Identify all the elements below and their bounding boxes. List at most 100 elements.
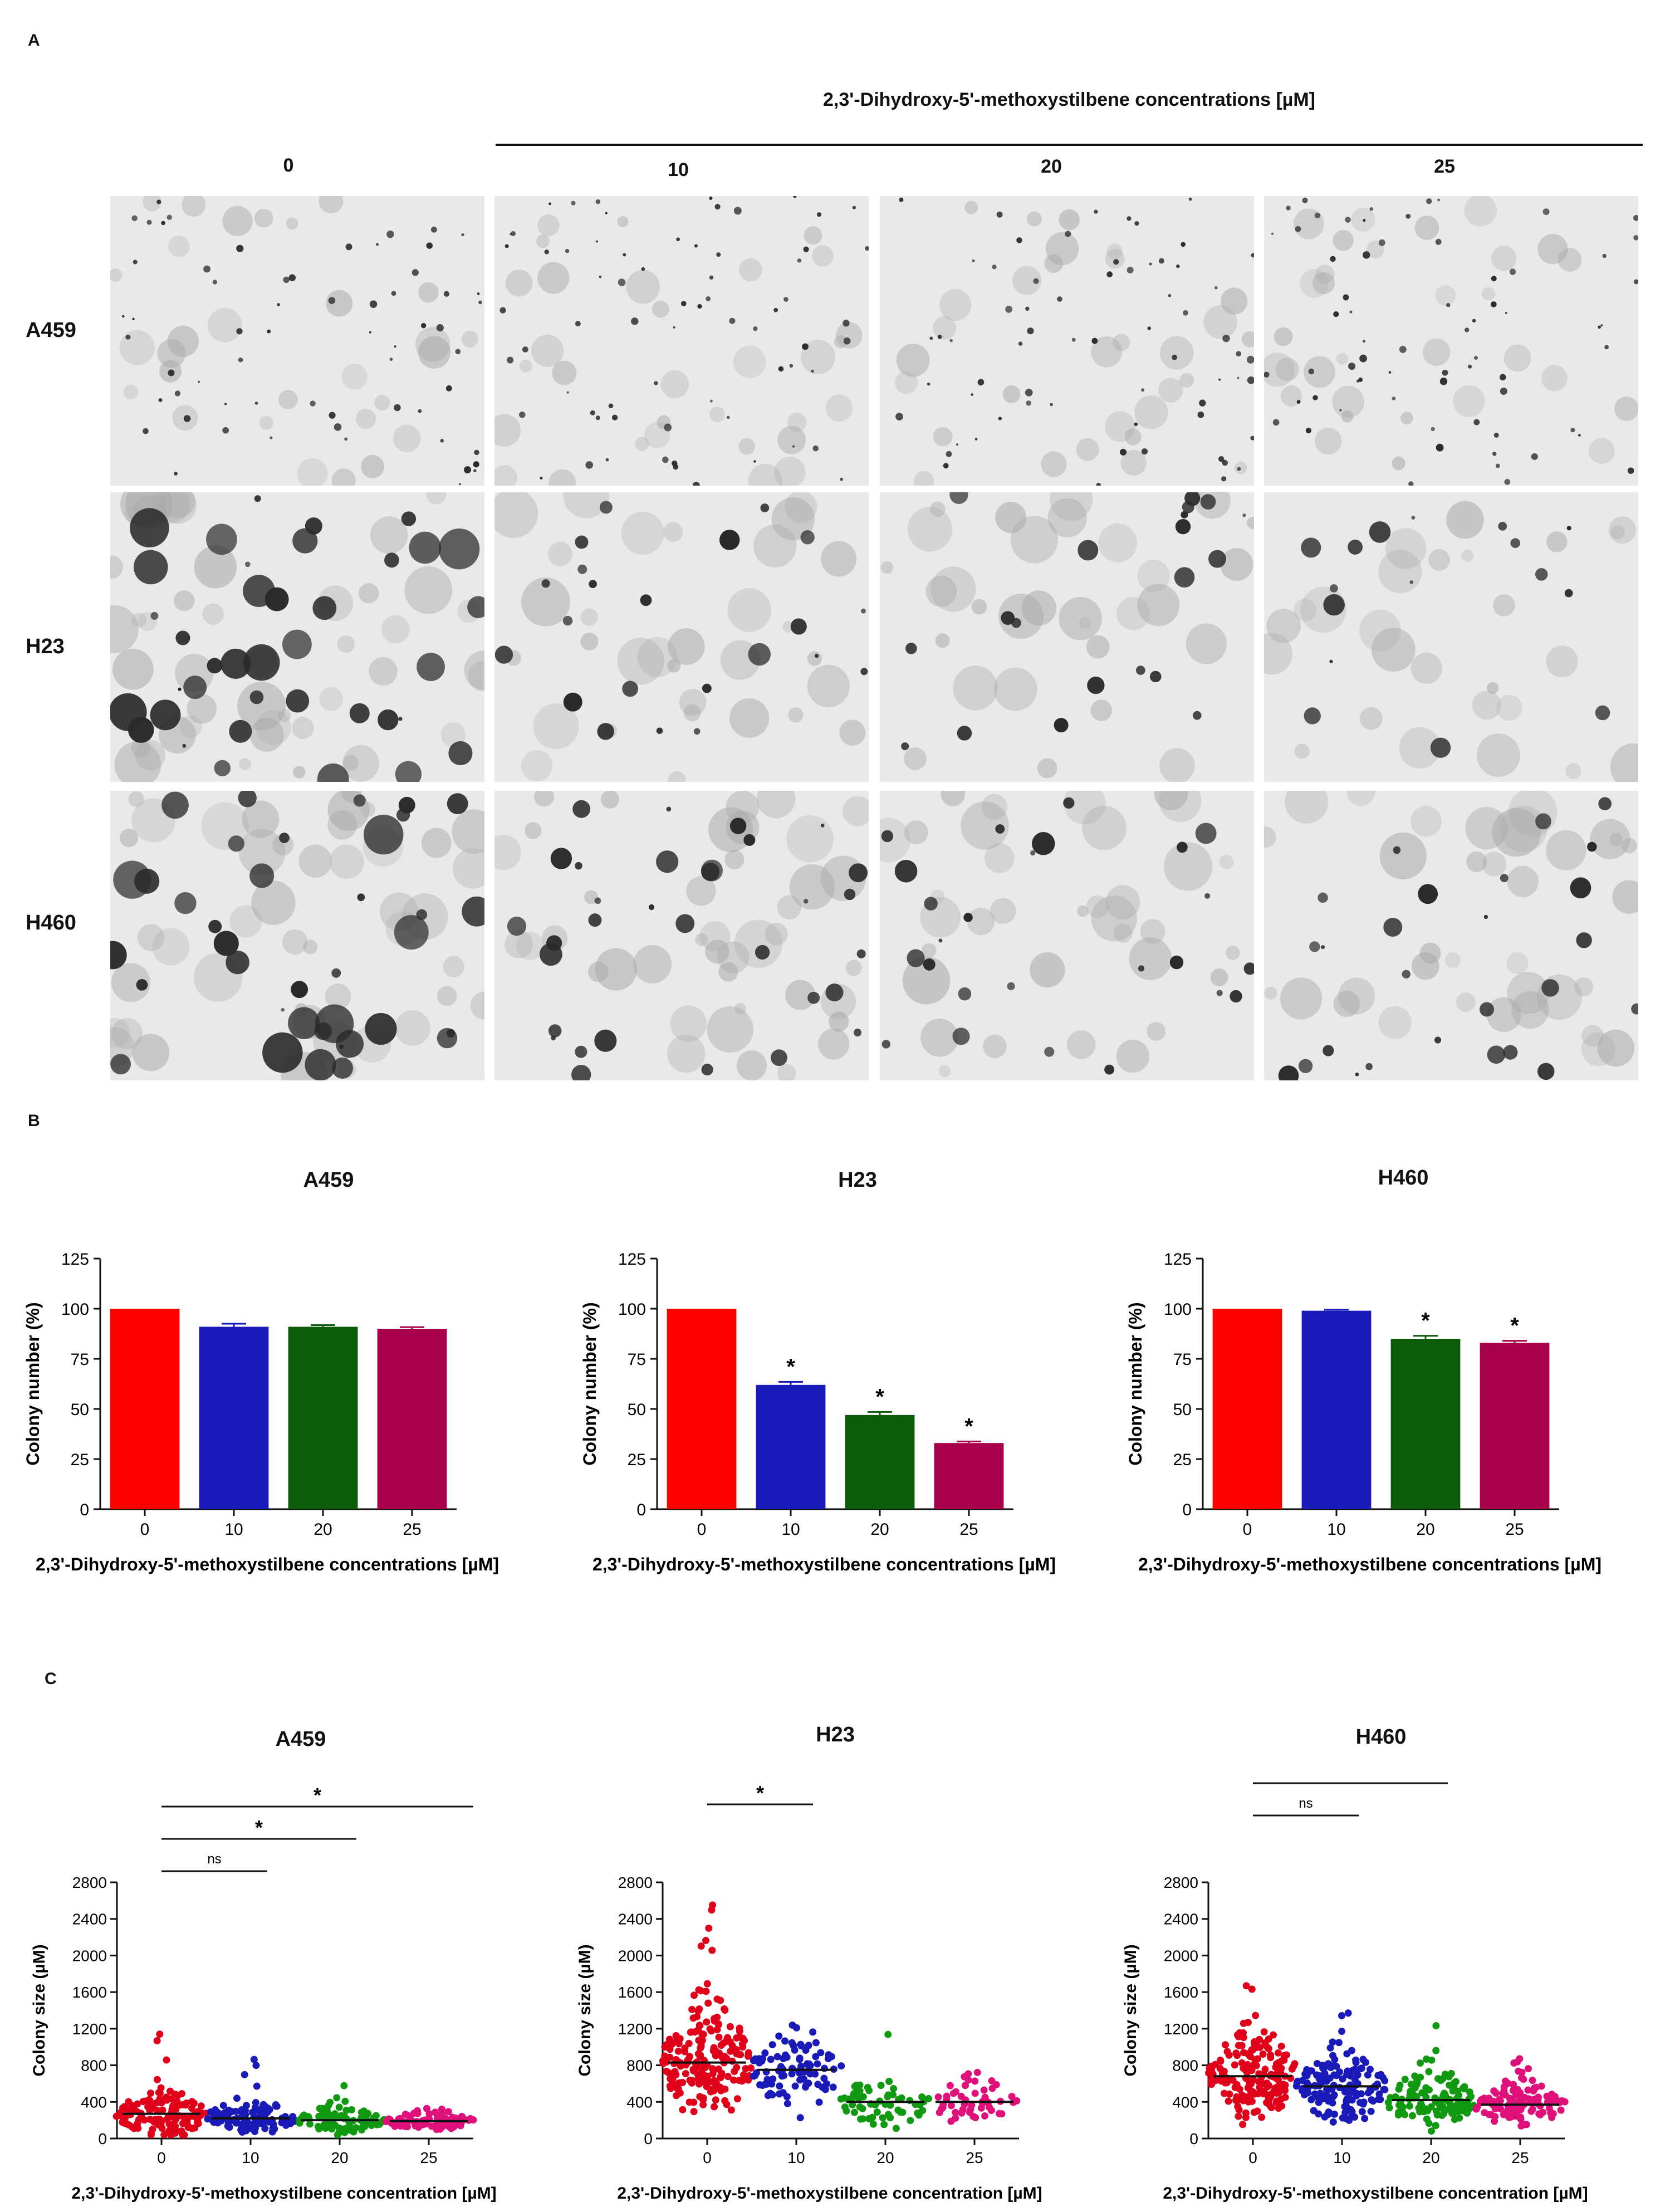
cell-halo bbox=[1044, 254, 1064, 273]
colony bbox=[288, 274, 296, 281]
cell-halo bbox=[494, 834, 521, 870]
data-point bbox=[943, 2092, 951, 2100]
data-point bbox=[859, 2115, 866, 2123]
colony bbox=[1113, 259, 1119, 265]
colony bbox=[1329, 659, 1333, 664]
column-header-10: 10 bbox=[668, 159, 689, 180]
data-point bbox=[1392, 2093, 1399, 2101]
data-point bbox=[966, 2108, 973, 2116]
data-point bbox=[773, 2053, 781, 2061]
cell-halo bbox=[536, 234, 550, 248]
data-point bbox=[1280, 2056, 1288, 2064]
data-point bbox=[1483, 2098, 1491, 2106]
colony bbox=[183, 676, 207, 699]
cell-halo bbox=[1610, 525, 1625, 540]
data-point bbox=[268, 2116, 276, 2123]
cell-halo bbox=[971, 599, 987, 615]
y-tick-label: 75 bbox=[71, 1350, 89, 1369]
data-point bbox=[1457, 2105, 1465, 2113]
cell-halo bbox=[920, 1019, 959, 1057]
cell-halo bbox=[259, 415, 273, 430]
micrograph-h23-0 bbox=[110, 492, 484, 782]
data-point bbox=[850, 2108, 858, 2116]
cell-halo bbox=[537, 214, 560, 237]
data-point bbox=[159, 2106, 166, 2114]
colony bbox=[206, 523, 237, 555]
data-point bbox=[305, 2113, 312, 2121]
cell-halo bbox=[174, 590, 195, 611]
data-point bbox=[1506, 2094, 1514, 2102]
colony bbox=[473, 469, 477, 473]
data-point bbox=[800, 2075, 807, 2083]
colony bbox=[816, 212, 822, 217]
x-tick-label: 25 bbox=[959, 1520, 978, 1539]
data-point bbox=[1459, 2084, 1467, 2092]
cell-halo bbox=[1597, 1029, 1635, 1067]
colony bbox=[328, 297, 336, 304]
cell-halo bbox=[843, 796, 869, 826]
colony bbox=[789, 364, 794, 368]
cell-halo bbox=[452, 809, 484, 854]
data-point bbox=[705, 1924, 713, 1932]
colony bbox=[1509, 268, 1516, 275]
data-point bbox=[761, 2049, 769, 2057]
data-point bbox=[665, 2035, 673, 2043]
colony bbox=[183, 415, 191, 422]
data-point bbox=[1260, 2028, 1268, 2036]
cell-halo bbox=[1422, 338, 1451, 366]
micrograph-image bbox=[880, 791, 1254, 1078]
data-point bbox=[412, 2122, 419, 2130]
data-point bbox=[952, 2114, 959, 2122]
cell-halo bbox=[788, 707, 804, 723]
data-point bbox=[1364, 2071, 1372, 2079]
chart-title-c-h23: H23 bbox=[816, 1723, 855, 1746]
colony bbox=[1302, 197, 1308, 203]
cell-halo bbox=[686, 876, 716, 906]
colony bbox=[110, 1054, 131, 1075]
data-point bbox=[708, 1906, 716, 1914]
panel-label-b: B bbox=[28, 1112, 40, 1130]
y-tick-label: 1600 bbox=[618, 1984, 653, 2001]
chart-title-c-h460: H460 bbox=[1355, 1725, 1407, 1749]
colony bbox=[1434, 1036, 1442, 1044]
data-point bbox=[879, 2114, 887, 2122]
data-point bbox=[1338, 2028, 1346, 2035]
data-point bbox=[248, 2125, 256, 2132]
cell-halo bbox=[1312, 272, 1335, 295]
colony bbox=[1472, 319, 1476, 323]
data-point bbox=[739, 2071, 747, 2079]
y-axis-label: Colony number (%) bbox=[580, 1302, 600, 1465]
y-tick-label: 800 bbox=[81, 2057, 107, 2074]
scatter-chart-a459: 0 400 800 1200 1600 2000 2400 2800 0 10 20 25 ns * * Co… bbox=[30, 1784, 497, 2203]
colony bbox=[1188, 197, 1192, 201]
x-axis-label: 2,3'-Dihydroxy-5'-methoxystilbene concen… bbox=[36, 1554, 499, 1574]
colony bbox=[853, 1029, 862, 1037]
cell-halo bbox=[707, 1006, 753, 1053]
x-tick-label: 0 bbox=[157, 2149, 166, 2166]
colony bbox=[1570, 877, 1591, 899]
micrograph-a459-0 bbox=[110, 196, 484, 486]
cell-halo bbox=[468, 660, 484, 692]
data-point bbox=[1343, 2098, 1350, 2106]
colony bbox=[277, 303, 281, 306]
data-point bbox=[721, 2085, 729, 2093]
colony bbox=[1030, 850, 1036, 856]
colony bbox=[995, 824, 1005, 834]
cell-halo bbox=[1359, 707, 1383, 730]
data-point bbox=[812, 2039, 820, 2047]
colony bbox=[641, 267, 645, 271]
data-point bbox=[1548, 2113, 1556, 2121]
cell-halo bbox=[1608, 516, 1637, 544]
cell-halo bbox=[1266, 609, 1301, 643]
cell-halo bbox=[998, 593, 1044, 639]
data-point bbox=[372, 2112, 380, 2120]
cell-halo bbox=[298, 844, 332, 878]
cell-halo bbox=[1481, 287, 1496, 301]
cell-halo bbox=[1047, 498, 1087, 537]
data-point bbox=[219, 2102, 227, 2110]
cell-halo bbox=[404, 566, 453, 614]
colony bbox=[1343, 294, 1349, 301]
data-point bbox=[1447, 2069, 1455, 2077]
data-point bbox=[1518, 2068, 1526, 2076]
cell-halo bbox=[1098, 523, 1138, 562]
